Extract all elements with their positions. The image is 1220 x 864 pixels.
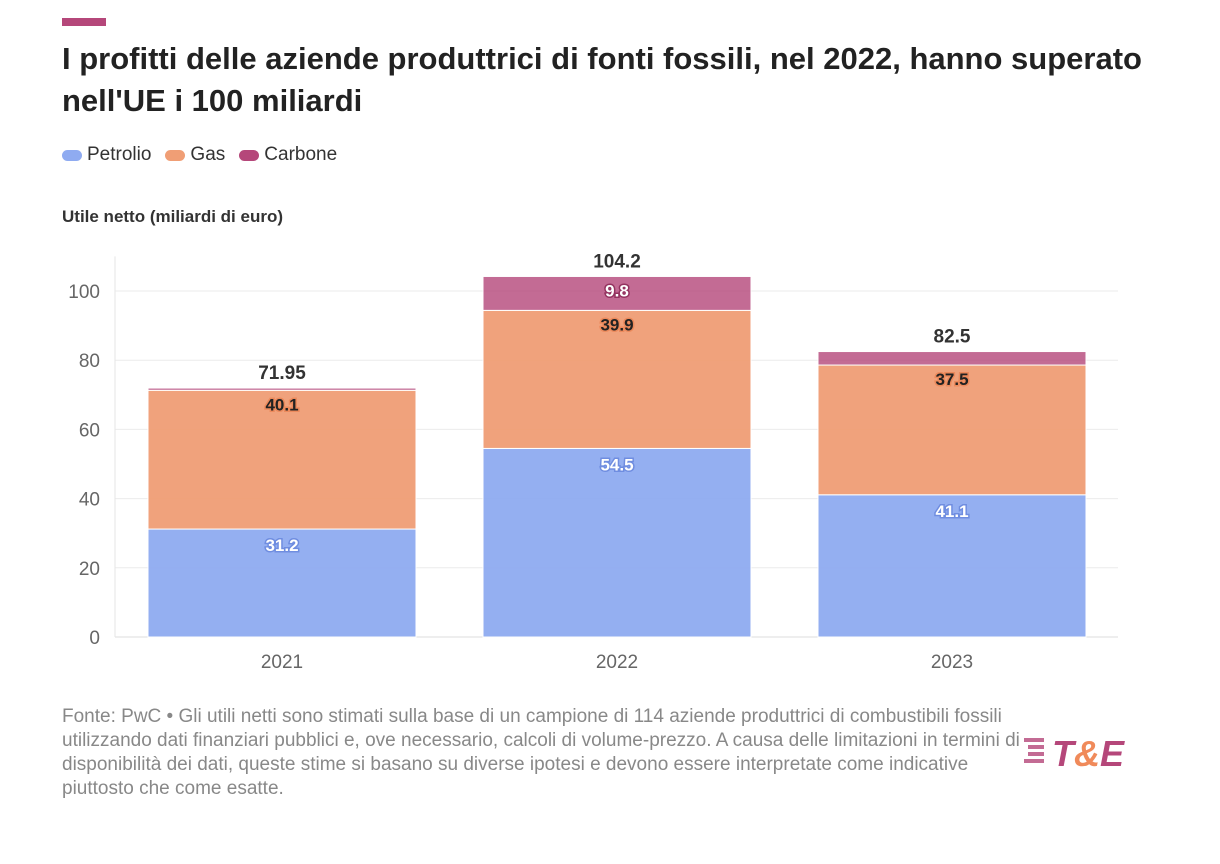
- bar-segment-gas: [482, 309, 752, 449]
- bar-segment-carbone: [147, 387, 417, 391]
- svg-text:T&E: T&E: [1052, 733, 1125, 773]
- chart-title: I profitti delle aziende produttrici di …: [62, 41, 1142, 118]
- y-tick-label: 0: [89, 628, 100, 649]
- data-label: 9.8: [605, 281, 629, 300]
- y-tick-label: 20: [79, 559, 100, 580]
- legend-label: Petrolio: [87, 144, 152, 165]
- x-tick-label: 2023: [931, 652, 973, 673]
- bar-segment-petrolio: [482, 447, 752, 638]
- bar-segment-gas: [817, 364, 1087, 496]
- total-label: 104.2: [593, 251, 641, 272]
- te-logo: T&E: [1024, 733, 1125, 773]
- bar-segment-gas: [147, 389, 417, 530]
- legend-swatch: [165, 149, 186, 161]
- total-label: 82.5: [934, 327, 971, 348]
- legend-swatch: [239, 149, 260, 161]
- data-label: 40.1: [265, 395, 298, 414]
- y-axis-label: Utile netto (miliardi di euro): [62, 207, 284, 226]
- data-label: 31.2: [265, 536, 298, 555]
- source-note: Fonte: PwC • Gli utili netti sono stimat…: [62, 706, 1020, 799]
- legend: Petrolio Gas Carbone: [62, 144, 337, 166]
- legend-item-petrolio: Petrolio: [62, 144, 151, 166]
- x-tick-label: 2022: [596, 652, 638, 673]
- data-label: 41.1: [935, 502, 968, 521]
- legend-label: Carbone: [264, 144, 338, 165]
- bar-segment-carbone: [817, 351, 1087, 366]
- bar-chart: 0 20 40 60 80 100 31.2 40.1 71.95 2021 54.5 39.9 9.8…: [68, 251, 1118, 673]
- data-label: 54.5: [600, 455, 633, 474]
- total-label: 71.95: [258, 363, 306, 384]
- y-tick-label: 100: [68, 282, 100, 303]
- data-label: 39.9: [600, 315, 633, 334]
- bar-segment-carbone: [482, 275, 752, 311]
- data-label: 37.5: [935, 370, 968, 389]
- accent-bar: [62, 18, 106, 26]
- y-tick-label: 60: [79, 420, 100, 441]
- legend-item-carbone: Carbone: [239, 144, 337, 166]
- bar-segment-petrolio: [147, 528, 417, 638]
- x-tick-label: 2021: [261, 652, 303, 673]
- legend-swatch: [62, 149, 82, 161]
- legend-item-gas: Gas: [165, 144, 225, 166]
- y-tick-label: 80: [79, 351, 100, 372]
- y-tick-label: 40: [79, 490, 100, 511]
- legend-label: Gas: [190, 144, 226, 165]
- bar-segment-petrolio: [817, 494, 1087, 638]
